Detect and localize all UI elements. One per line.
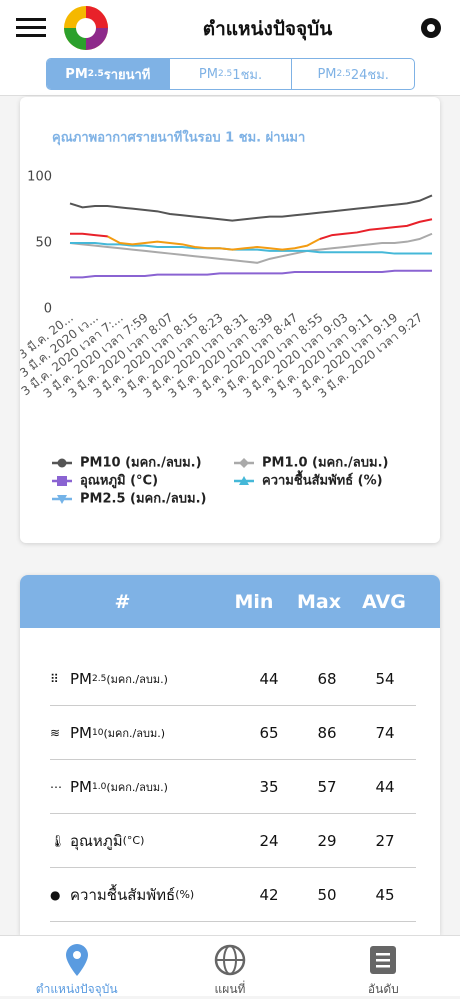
- legend-label: อุณหภูมิ (°C): [80, 474, 158, 489]
- header-cell: #: [114, 590, 131, 613]
- avg-cell: 54: [375, 669, 395, 688]
- nav-item[interactable]: อันดับ: [307, 936, 460, 996]
- label: อุณหภูมิ: [70, 831, 123, 850]
- row-icon: ●: [50, 887, 61, 902]
- nav-label: แผนที่: [214, 982, 246, 996]
- nav-item[interactable]: แผนที่: [153, 936, 306, 996]
- avg-cell: 44: [375, 777, 395, 796]
- legend-label: PM2.5 (มคก./ลบม.): [80, 492, 206, 507]
- avg-cell: 27: [375, 831, 395, 850]
- table-row: ● ความชื้นสัมพัทธ์ (%) 42 50 45: [50, 868, 416, 922]
- settings-icon[interactable]: [419, 16, 443, 40]
- series-line: [69, 194, 433, 222]
- subscript: 1.0: [92, 781, 107, 792]
- row-label: ● ความชื้นสัมพัทธ์ (%): [50, 883, 240, 907]
- y-tick-label: 100: [27, 170, 52, 185]
- max-cell: 86: [317, 723, 337, 742]
- legend-marker: [57, 495, 67, 504]
- unit: (มคก./ลบม.): [106, 780, 168, 794]
- logo: [64, 6, 108, 50]
- max-cell: 50: [317, 885, 337, 904]
- legend-label: PM1.0 (มคก./ลบม.): [262, 456, 388, 471]
- globe-icon: [214, 944, 246, 976]
- stats-table: # Min Max AVG ⠿ PM 2.5 (มคก./ลบม.) 44 68 54 ≋ P…: [20, 575, 440, 935]
- chart: คุณภาพอากาศรายนาทีในรอบ 1 ชม. ผ่านมา 0 50…: [16, 129, 433, 507]
- unit: (มคก./ลบม.): [103, 726, 165, 740]
- avg-cell: 45: [375, 885, 395, 904]
- legend-label: ความชื้นสัมพัทธ์ (%): [262, 470, 383, 489]
- min-cell: 35: [259, 777, 279, 796]
- list-icon: [370, 946, 397, 974]
- row-icon: 🌡: [50, 833, 66, 848]
- series-line: [69, 232, 433, 264]
- nav-item[interactable]: ตำแหน่งปัจจุบัน: [0, 936, 153, 996]
- row-icon: ⠿: [50, 671, 59, 686]
- unit: (มคก./ลบม.): [106, 672, 168, 686]
- min-cell: 65: [259, 723, 279, 742]
- row-label: ≋ PM 10 (มคก./ลบม.): [50, 724, 240, 742]
- subscript: 10: [92, 727, 104, 738]
- chart-title: คุณภาพอากาศรายนาทีในรอบ 1 ชม. ผ่านมา: [52, 129, 305, 146]
- row-icon: ≋: [50, 725, 61, 740]
- legend-label: PM10 (มคก./ลบม.): [80, 456, 202, 471]
- table-header: # Min Max AVG: [20, 575, 440, 628]
- max-cell: 68: [317, 669, 337, 688]
- tab[interactable]: PM 2.5 24ชม.: [317, 66, 389, 83]
- legend-marker: [57, 476, 67, 486]
- max-cell: 57: [317, 777, 337, 796]
- min-cell: 24: [259, 831, 279, 850]
- table-row: ⠿ PM 2.5 (มคก./ลบม.) 44 68 54: [50, 652, 416, 706]
- tabs: PM 2.5 รายนาที PM 2.5 1ชม. PM 2.5 24ชม.: [46, 58, 415, 90]
- legend-marker: [57, 458, 67, 468]
- legend-marker: [239, 458, 249, 468]
- row-label: ⠿ PM 2.5 (มคก./ลบม.): [50, 670, 240, 688]
- y-tick-label: 50: [35, 236, 52, 251]
- pin-icon: [65, 944, 88, 976]
- label: PM: [70, 777, 92, 796]
- label: ความชื้นสัมพัทธ์: [70, 885, 176, 904]
- row-label: ⋯ PM 1.0 (มคก./ลบม.): [50, 778, 240, 796]
- row-label: 🌡 อุณหภูมิ (°C): [50, 829, 240, 853]
- series-line: [70, 218, 433, 251]
- header-cell: AVG: [362, 590, 406, 613]
- avg-cell: 74: [375, 723, 395, 742]
- series-line: [70, 242, 432, 255]
- header-cell: Min: [234, 590, 274, 613]
- unit: (°C): [122, 834, 145, 847]
- tab[interactable]: PM 2.5 1ชม.: [170, 59, 293, 89]
- min-cell: 42: [259, 885, 279, 904]
- page-title: ตำแหน่งปัจจุบัน: [202, 18, 333, 40]
- top-bar: ตำแหน่งปัจจุบัน PM 2.5 รายนาที PM 2.5 1ชม.…: [0, 0, 460, 96]
- subscript: 2.5: [92, 673, 107, 684]
- table-row: ≋ PM 10 (มคก./ลบม.) 65 86 74: [50, 706, 416, 760]
- chart-card: คุณภาพอากาศรายนาทีในรอบ 1 ชม. ผ่านมา 0 50…: [16, 97, 440, 543]
- legend-marker: [239, 476, 249, 485]
- series-line: [70, 269, 432, 279]
- header-cell: Max: [297, 590, 341, 613]
- bottom-nav: ตำแหน่งปัจจุบัน แผนที่ อันดับ: [0, 935, 460, 996]
- y-tick-label: 0: [44, 302, 52, 317]
- tab[interactable]: PM 2.5 รายนาที: [47, 59, 170, 89]
- unit: (%): [175, 888, 195, 901]
- nav-label: ตำแหน่งปัจจุบัน: [35, 982, 118, 996]
- table-row: ⋯ PM 1.0 (มคก./ลบม.) 35 57 44: [50, 760, 416, 814]
- label: PM: [70, 669, 92, 688]
- menu-icon[interactable]: [16, 18, 46, 38]
- nav-label: อันดับ: [367, 982, 399, 996]
- label: PM: [70, 723, 92, 742]
- table-row: 🌡 อุณหภูมิ (°C) 24 29 27: [50, 814, 416, 868]
- min-cell: 44: [259, 669, 279, 688]
- max-cell: 29: [317, 831, 337, 850]
- row-icon: ⋯: [50, 779, 62, 794]
